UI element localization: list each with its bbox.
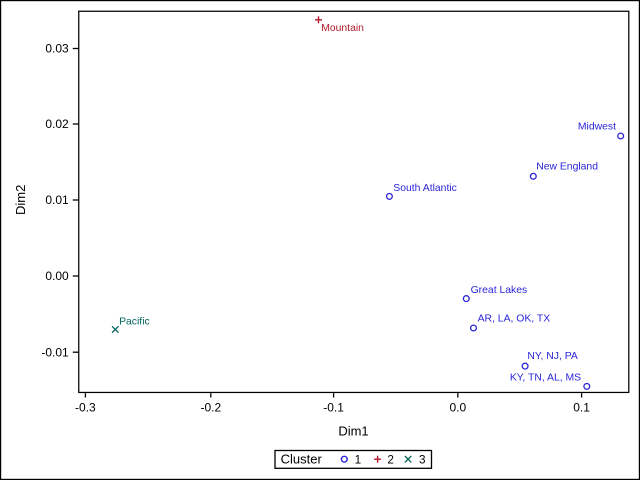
svg-text:KY, TN, AL, MS: KY, TN, AL, MS — [510, 372, 581, 383]
svg-text:Dim1: Dim1 — [338, 424, 368, 439]
svg-text:3: 3 — [419, 453, 426, 466]
svg-text:0.0: 0.0 — [449, 401, 466, 415]
svg-text:Great Lakes: Great Lakes — [471, 285, 528, 296]
svg-text:-0.2: -0.2 — [200, 401, 221, 415]
svg-text:2: 2 — [387, 453, 394, 466]
svg-text:South Atlantic: South Atlantic — [393, 183, 457, 194]
svg-text:Dim2: Dim2 — [13, 185, 28, 215]
svg-text:-0.01: -0.01 — [41, 345, 69, 359]
svg-text:-0.3: -0.3 — [75, 401, 96, 415]
svg-text:New England: New England — [536, 161, 598, 172]
svg-text:1: 1 — [355, 453, 362, 466]
svg-text:0.1: 0.1 — [573, 401, 590, 415]
svg-text:0.03: 0.03 — [45, 42, 69, 56]
svg-text:NY, NJ, PA: NY, NJ, PA — [527, 351, 577, 362]
svg-text:0.02: 0.02 — [45, 117, 69, 131]
svg-text:AR, LA, OK, TX: AR, LA, OK, TX — [478, 314, 551, 325]
svg-text:0.01: 0.01 — [45, 193, 69, 207]
svg-text:Pacific: Pacific — [119, 317, 150, 328]
svg-text:-0.1: -0.1 — [323, 401, 344, 415]
svg-text:0.00: 0.00 — [45, 269, 69, 283]
svg-text:Mountain: Mountain — [321, 23, 364, 34]
svg-text:Cluster: Cluster — [281, 452, 323, 467]
svg-text:Midwest: Midwest — [578, 122, 616, 133]
